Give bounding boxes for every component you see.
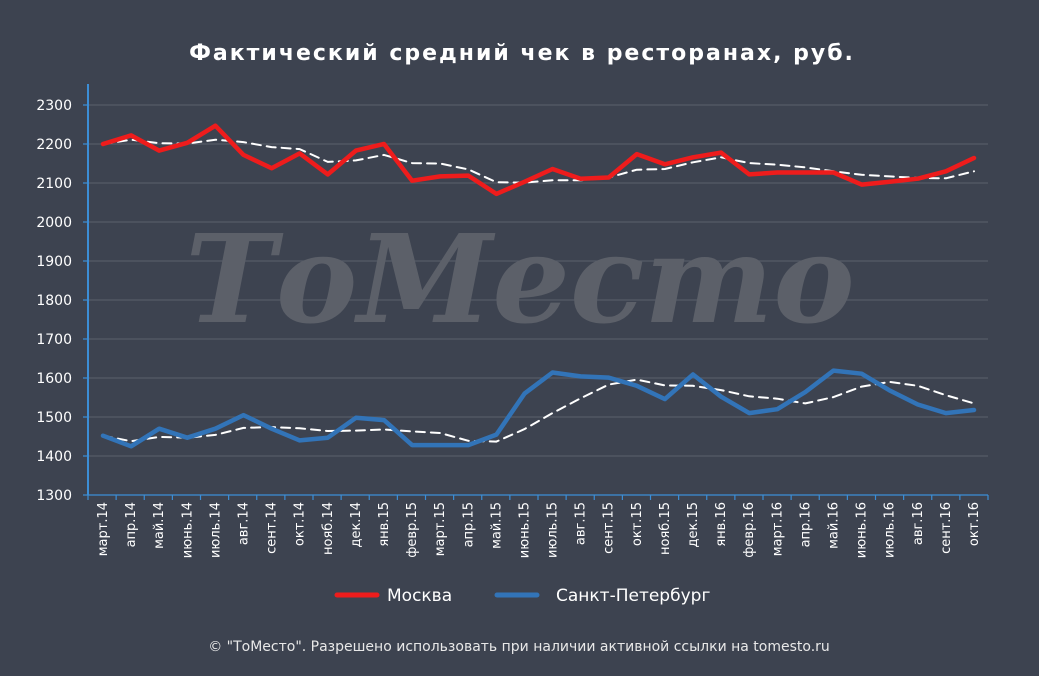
x-tick-label: янв.15	[377, 502, 392, 547]
x-tick-label: май.14	[152, 502, 167, 549]
x-tick-label: дек.14	[349, 502, 364, 548]
x-tick-label: апр.14	[124, 502, 139, 547]
series-lines	[100, 123, 977, 449]
x-tick-label: март.14	[96, 502, 111, 556]
x-tick-label: март.15	[433, 502, 448, 556]
x-tick-label: апр.15	[461, 502, 476, 547]
y-tick-label: 2100	[36, 176, 72, 192]
x-tick-label: окт.14	[293, 502, 308, 546]
x-tick-label: февр.16	[742, 502, 757, 558]
x-axis-ticks: март.14 апр.14 май.14 июнь.14 июль.14 авг.14 с…	[96, 502, 982, 558]
x-tick-label: нояб.14	[321, 502, 336, 555]
y-tick-label: 1400	[36, 449, 72, 465]
x-tick-label: дек.15	[686, 502, 701, 548]
x-tick-label: сент.14	[265, 502, 280, 554]
y-tick-label: 1800	[36, 293, 72, 309]
y-tick-label: 1600	[36, 371, 72, 387]
x-tick-label: авг.14	[236, 502, 251, 545]
x-tick-label: авг.15	[574, 502, 589, 545]
x-tick-label: июль.14	[208, 502, 223, 558]
x-tick-label: июль.16	[883, 502, 898, 558]
x-tick-label: апр.16	[798, 502, 813, 547]
y-tick-label: 1900	[36, 254, 72, 270]
x-tick-label: июль.15	[546, 502, 561, 558]
x-tick-label: авг.16	[911, 502, 926, 545]
legend: Москва Санкт-Петербург	[334, 586, 710, 606]
x-tick-label: сент.16	[939, 502, 954, 554]
y-axis-ticks: 1300 1400 1500 1600 1700 1800 1900 2000 2100 2200…	[36, 98, 72, 504]
y-tick-label: 2000	[36, 215, 72, 231]
y-tick-label: 2300	[36, 98, 72, 114]
watermark-logo: ТоМесто	[185, 207, 855, 351]
x-tick-label: май.15	[489, 502, 504, 549]
legend-label-moscow: Москва	[387, 586, 452, 606]
legend-label-spb: Санкт-Петербург	[556, 586, 710, 606]
y-tick-label: 1300	[36, 488, 72, 504]
x-tick-label: янв.16	[714, 502, 729, 547]
x-tick-label: июнь.14	[180, 502, 195, 558]
x-tick-label: окт.16	[967, 502, 982, 546]
y-tick-label: 2200	[36, 137, 72, 153]
x-tick-label: нояб.15	[658, 502, 673, 555]
x-tick-label: окт.15	[630, 502, 645, 546]
x-tick-label: май.16	[827, 502, 842, 549]
chart-title: Фактический средний чек в ресторанах, ру…	[189, 41, 855, 66]
x-tick-label: март.16	[770, 502, 785, 556]
trend-line-spb	[102, 378, 975, 443]
axes	[83, 84, 989, 500]
x-tick-label: июнь.16	[855, 502, 870, 558]
x-tick-label: сент.15	[602, 502, 617, 554]
x-tick-label: февр.15	[405, 502, 420, 558]
footer-copyright: © "ТоМесто". Разрешено использовать при …	[208, 639, 830, 655]
y-tick-label: 1700	[36, 332, 72, 348]
series-line-moscow	[100, 123, 977, 197]
y-tick-label: 1500	[36, 410, 72, 426]
series-line-spb	[100, 368, 977, 449]
x-tick-label: июнь.15	[517, 502, 532, 558]
